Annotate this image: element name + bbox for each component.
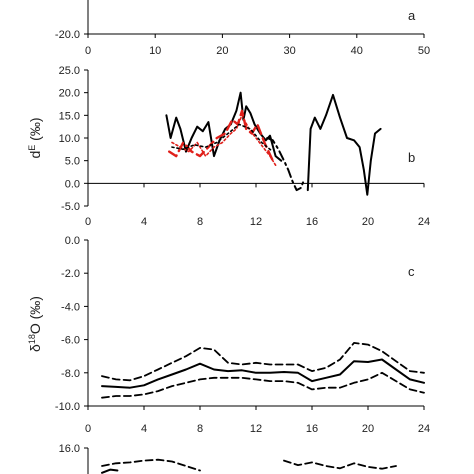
panel-1-x-tick-label: 20 <box>216 45 228 57</box>
panel-1-x-tick-label: 30 <box>283 45 295 57</box>
panel-2-y-tick-label: 15.0 <box>59 110 80 122</box>
panel-3-x-tick-label: 24 <box>418 423 430 435</box>
panel-3-x-tick-label: 16 <box>306 423 318 435</box>
panel-4-series-3 <box>101 468 119 474</box>
panel-1-x-tick-label: 0 <box>85 45 91 57</box>
panel-4-y-tick-label: 16.0 <box>59 443 80 455</box>
panel-1-y-tick-label: -20.0 <box>55 29 80 41</box>
panel-4-series-2 <box>283 459 397 470</box>
panel-1-label: a <box>408 8 416 23</box>
panel-2-y-tick-label: 10.0 <box>59 133 80 145</box>
panel-3-series-1 <box>101 358 425 389</box>
panel-3-y-tick-label: -2.0 <box>61 268 80 280</box>
panel-2-y-tick-label: 5.0 <box>65 156 80 168</box>
panel-2-x-tick-label: 0 <box>85 216 91 228</box>
panel-2-series-5 <box>171 114 277 166</box>
series-layer <box>101 91 425 474</box>
panel-1-x-tick-label: 50 <box>418 45 430 57</box>
panel-1-x-tick-label: 40 <box>351 45 363 57</box>
panel-3-x-tick-label: 4 <box>141 423 147 435</box>
panel-3-y-tick-label: -8.0 <box>61 368 80 380</box>
panel-2-x-tick-label: 12 <box>250 216 262 228</box>
panel-3-label: c <box>408 264 415 279</box>
panel-3-x-tick-label: 8 <box>197 423 203 435</box>
panel-2-x-tick-label: 4 <box>141 216 147 228</box>
panel-2-series-2 <box>266 137 305 192</box>
panel-3-y-tick-label: -4.0 <box>61 301 80 313</box>
panel-1-x-tick-label: 10 <box>149 45 161 57</box>
panel-2-x-tick-label: 20 <box>362 216 374 228</box>
panel-3-series-2 <box>101 342 425 382</box>
panel-4-series-1 <box>101 458 201 472</box>
panel-3-x-tick-label: 0 <box>85 423 91 435</box>
panel-3-y-tick-label: 0.0 <box>65 235 80 247</box>
panel-3-x-tick-label: 12 <box>250 423 262 435</box>
text-layer: -20.00 10 20 30 40 50a-5.00.05.010.015.020.02… <box>27 8 430 455</box>
panel-2-y-tick-label: -5.0 <box>61 201 80 213</box>
panel-2-series-4 <box>168 109 274 162</box>
panel-3-x-tick-label: 20 <box>362 423 374 435</box>
panel-3-y-axis-title: δ18O (‰) <box>27 296 43 352</box>
panel-2-label: b <box>408 150 415 165</box>
panel-2-series-3 <box>306 93 382 196</box>
panel-2-y-tick-label: 20.0 <box>59 88 80 100</box>
panel-2-y-tick-label: 0.0 <box>65 178 80 190</box>
panel-2-x-tick-label: 8 <box>197 216 203 228</box>
panel-3-y-tick-label: -10.0 <box>55 401 80 413</box>
panel-2-x-tick-label: 16 <box>306 216 318 228</box>
axes-layer <box>84 0 425 474</box>
panel-2-series-6 <box>171 123 274 153</box>
panel-2-x-tick-label: 24 <box>418 216 430 228</box>
panel-2-y-axis-title: dE (‰) <box>27 117 43 158</box>
panel-3-series-3 <box>101 371 425 399</box>
panel-2-series-1 <box>165 91 283 162</box>
panel-3-y-tick-label: -6.0 <box>61 335 80 347</box>
panel-2-y-tick-label: 25.0 <box>59 65 80 77</box>
